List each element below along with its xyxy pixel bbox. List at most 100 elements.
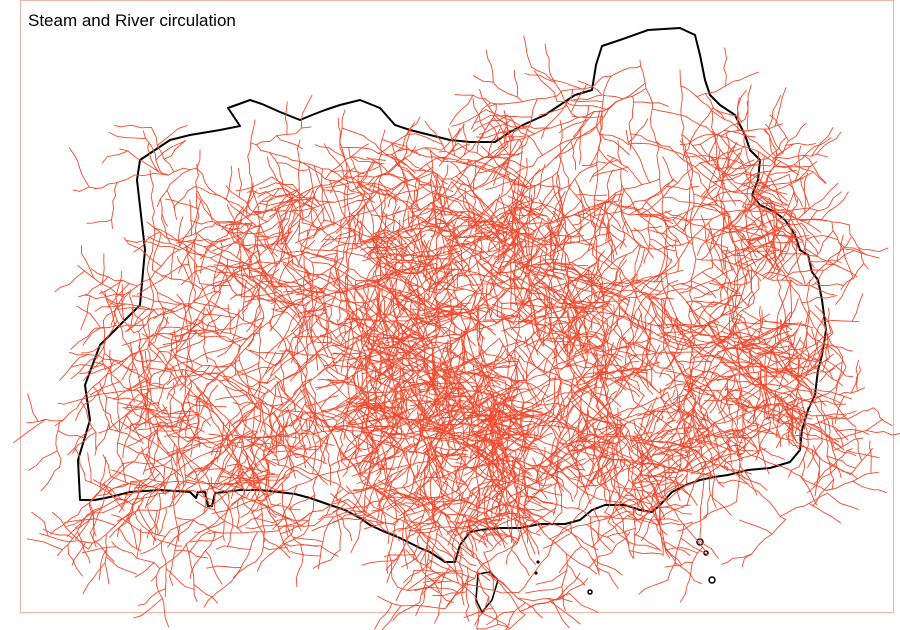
river-segment <box>142 169 156 475</box>
river-segment <box>652 295 675 327</box>
river-segment <box>178 239 195 274</box>
river-segment <box>800 407 811 413</box>
river-segment <box>696 409 713 428</box>
river-segment <box>300 250 425 312</box>
river-segment <box>869 440 872 474</box>
river-segment <box>659 506 693 515</box>
river-segment <box>386 172 417 188</box>
river-segment <box>278 210 303 265</box>
river-segment <box>571 386 603 403</box>
river-segment <box>194 186 251 215</box>
river-segment <box>39 532 93 544</box>
river-segment <box>706 397 717 410</box>
river-segment <box>67 544 83 577</box>
river-segment <box>548 463 580 482</box>
river-segment <box>291 189 314 212</box>
river-segment <box>795 145 802 181</box>
river-segment <box>485 49 494 83</box>
river-segment <box>676 516 707 532</box>
river-segment <box>570 345 605 358</box>
river-segment <box>353 509 383 517</box>
river-segment <box>511 549 530 577</box>
river-segment <box>593 424 626 431</box>
river-segment <box>671 267 714 287</box>
river-segment <box>165 198 199 210</box>
river-segment <box>472 119 501 132</box>
river-segment <box>336 497 342 551</box>
river-segment <box>341 279 379 289</box>
river-segment <box>377 465 411 507</box>
river-segment <box>429 511 443 570</box>
river-segment <box>321 218 348 243</box>
river-segment <box>258 266 297 305</box>
river-segment <box>140 382 161 445</box>
river-segment <box>236 223 253 258</box>
river-segment <box>681 418 787 520</box>
river-segment <box>679 133 716 146</box>
river-segment <box>727 300 733 336</box>
river-segment <box>464 422 537 433</box>
river-segment <box>496 235 520 265</box>
river-segment <box>370 438 403 451</box>
river-segment <box>462 123 467 156</box>
river-segment <box>376 474 393 523</box>
river-segment <box>690 280 717 299</box>
river-segment <box>389 433 420 441</box>
river-segment <box>451 496 469 550</box>
river-segment <box>542 316 579 321</box>
river-segment <box>469 394 481 422</box>
river-segment <box>306 419 311 451</box>
river-segment <box>381 341 401 365</box>
river-segment <box>717 479 748 485</box>
river-segment <box>729 263 742 297</box>
river-segment <box>725 227 764 238</box>
river-segment <box>526 496 680 522</box>
river-segment <box>177 216 184 248</box>
river-segment <box>684 170 694 231</box>
river-segment <box>182 452 205 474</box>
river-segment <box>504 399 540 408</box>
river-segment <box>133 259 261 334</box>
river-segment <box>436 465 466 484</box>
river-segment <box>595 345 614 407</box>
river-segment <box>218 260 246 289</box>
river-segment <box>676 414 692 427</box>
river-segment <box>483 551 494 591</box>
river-segment <box>448 455 485 460</box>
river-segment <box>423 239 443 270</box>
river-segment <box>94 422 110 456</box>
river-segment <box>145 480 165 507</box>
river-segment <box>616 315 635 372</box>
river-segment <box>424 120 446 152</box>
river-segment <box>175 238 230 244</box>
river-segment <box>160 542 167 598</box>
river-segment <box>567 277 626 298</box>
river-segment <box>566 564 586 586</box>
river-segment <box>466 519 489 541</box>
river-segment <box>602 339 734 406</box>
river-segment <box>458 546 465 606</box>
river-segment <box>252 466 258 500</box>
river-segment <box>788 174 797 203</box>
river-segment <box>459 486 477 515</box>
river-segment <box>524 73 556 83</box>
river-segment <box>130 478 197 485</box>
river-segment <box>369 190 389 244</box>
river-segment <box>243 435 269 448</box>
river-segment <box>317 354 365 391</box>
river-segment <box>183 305 235 319</box>
river-segment <box>332 511 366 523</box>
river-segment <box>552 176 572 244</box>
river-segment <box>568 330 598 337</box>
river-segment <box>678 396 693 448</box>
river-segment <box>238 366 273 376</box>
river-segment <box>413 268 431 299</box>
river-segment <box>568 421 589 446</box>
river-segment <box>482 360 519 369</box>
river-segment <box>656 246 666 282</box>
river-segment <box>834 395 845 424</box>
river-segment <box>330 272 359 321</box>
river-segment <box>535 511 563 533</box>
river-segment <box>505 460 514 489</box>
river-segment <box>576 390 593 456</box>
